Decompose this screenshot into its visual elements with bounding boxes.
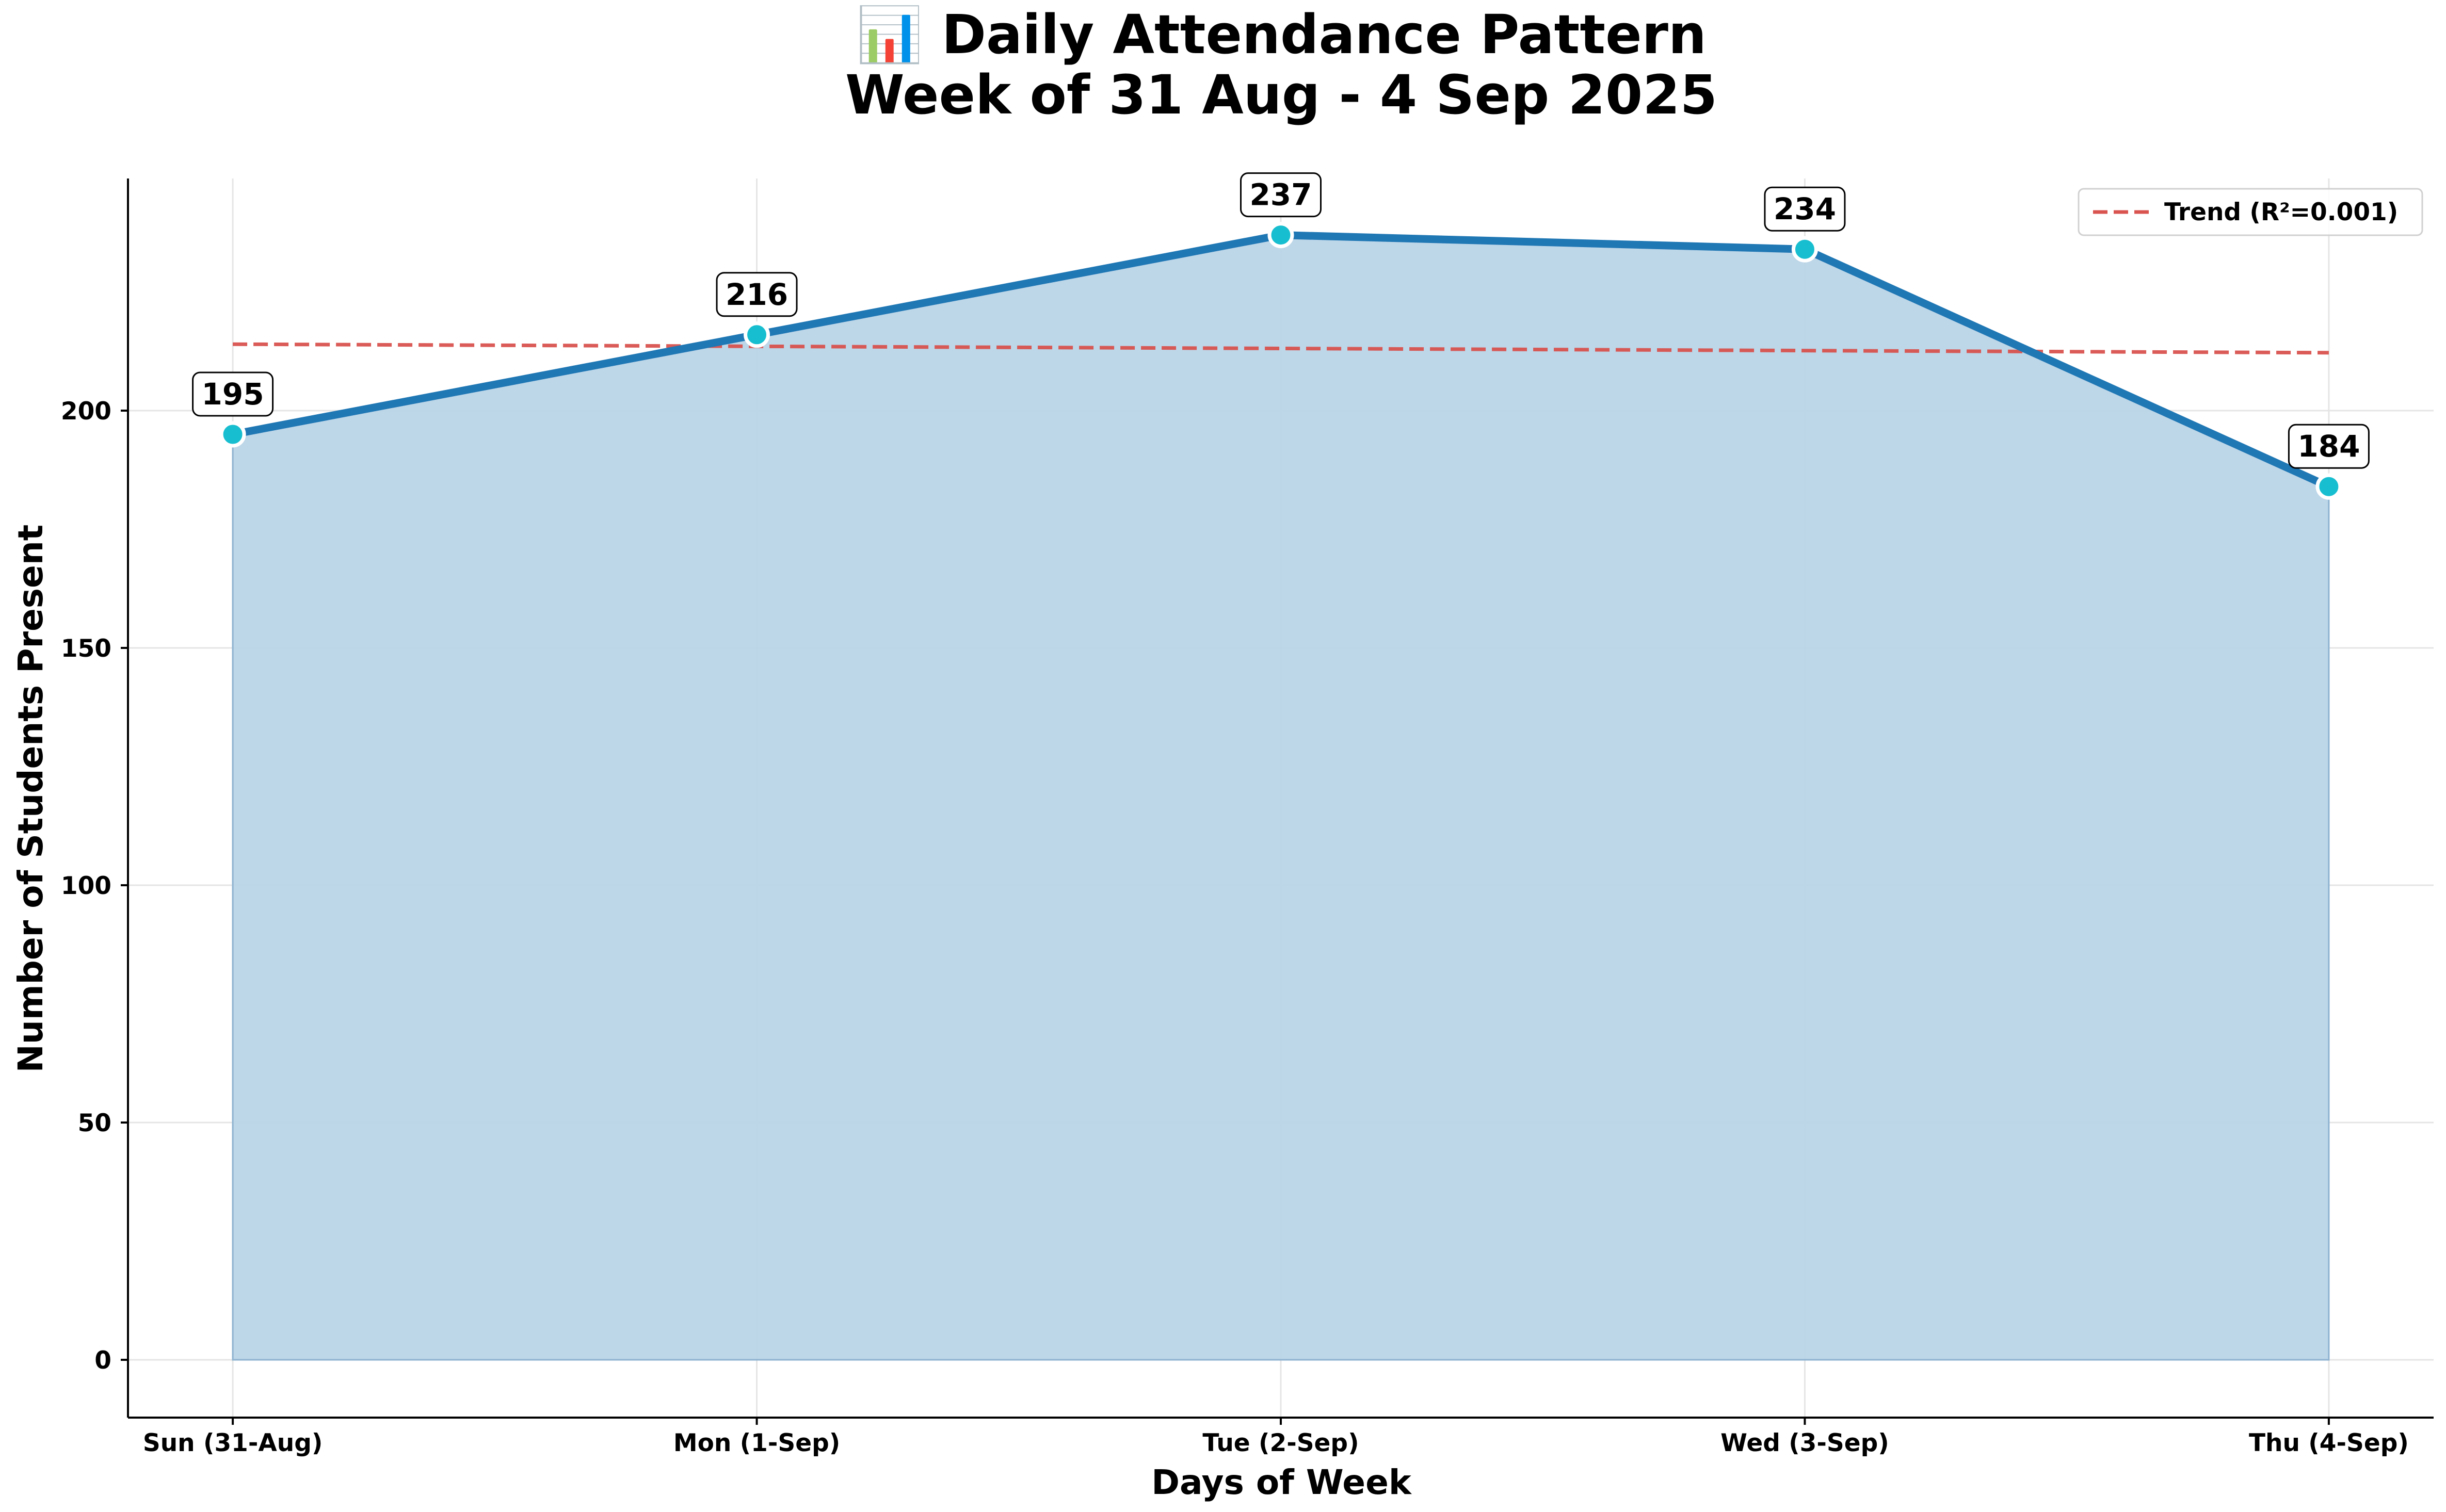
data-point — [1267, 222, 1294, 249]
chart-title-line-2: Week of 31 Aug - 4 Sep 2025 — [845, 63, 1717, 126]
x-tick-label: Tue (2-Sep) — [1202, 1429, 1359, 1457]
data-label: 234 — [1774, 191, 1836, 226]
data-point — [744, 321, 770, 348]
data-label: 237 — [1249, 177, 1312, 213]
y-axis-title: Number of Students Present — [11, 525, 51, 1073]
y-tick-label: 50 — [78, 1109, 111, 1137]
y-tick-label: 100 — [61, 872, 111, 900]
y-tick-label: 0 — [94, 1346, 111, 1375]
x-tick-label: Mon (1-Sep) — [673, 1429, 840, 1457]
legend-trend-label: Trend (R²=0.001) — [2164, 198, 2398, 226]
trend-group — [233, 342, 2329, 355]
data-label-box — [1764, 186, 1846, 232]
data-label: 216 — [726, 277, 788, 312]
data-label-box — [716, 272, 798, 317]
data-label: 195 — [202, 377, 264, 412]
axes — [121, 178, 2434, 1425]
area-fill-0 — [232, 234, 2330, 1361]
trend-line — [233, 342, 2329, 355]
area-fill-group — [232, 234, 2330, 1361]
y-tick-label: 200 — [61, 397, 111, 426]
x-tick-label: Thu (4-Sep) — [2249, 1429, 2409, 1457]
legend: Trend (R²=0.001) — [2078, 188, 2423, 236]
data-point-group — [219, 222, 2342, 500]
data-point — [219, 421, 246, 448]
x-tick-label: Sun (31-Aug) — [143, 1429, 323, 1457]
data-label-box — [192, 371, 274, 417]
chart-title-line-1: 📊 Daily Attendance Pattern — [856, 3, 1707, 66]
data-point — [2315, 473, 2342, 500]
data-label-group: 195 216 237 234 184 — [192, 172, 2370, 469]
x-tick-label: Wed (3-Sep) — [1720, 1429, 1889, 1457]
y-tick-label: 150 — [61, 635, 111, 663]
data-label: 184 — [2297, 429, 2360, 464]
x-axis-title: Days of Week — [1151, 1462, 1412, 1502]
tick-labels: 0 50 100 150 200 Sun (31-Aug) Mon (1-Sep) Tue (… — [61, 397, 2409, 1457]
legend-box — [2078, 188, 2423, 236]
data-label-box — [1240, 172, 1322, 218]
data-label-box — [2288, 424, 2370, 469]
data-point — [1791, 236, 1818, 263]
